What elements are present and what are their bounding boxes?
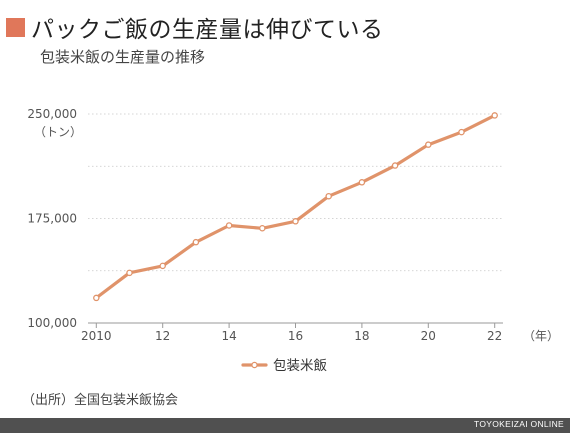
data-point xyxy=(491,112,498,119)
data-point xyxy=(126,269,133,277)
y-tick-label: 100,000 xyxy=(27,316,77,330)
y-tick-label: 175,000 xyxy=(27,212,77,226)
data-point xyxy=(358,179,366,186)
legend-label: 包装米飯 xyxy=(273,358,327,374)
x-tick-label: 18 xyxy=(354,329,369,343)
data-point xyxy=(159,262,166,270)
title-row: パックご飯の生産量は伸びている xyxy=(6,10,384,44)
x-axis-unit: （年） xyxy=(523,329,559,343)
data-point xyxy=(225,222,233,229)
x-tick-label: 16 xyxy=(288,329,303,343)
page-title: パックご飯の生産量は伸びている xyxy=(31,17,384,43)
x-tick-label: 14 xyxy=(221,329,236,343)
data-point xyxy=(325,192,332,200)
y-axis-unit: （トン） xyxy=(34,125,82,139)
x-tick-label: 2010 xyxy=(81,329,112,343)
x-tick-label: 20 xyxy=(421,329,436,343)
publisher-logo-text: TOYOKEIZAI ONLINE xyxy=(474,419,564,429)
source-note: （出所）全国包装米飯協会 xyxy=(22,393,179,408)
chart-subtitle: 包装米飯の生産量の推移 xyxy=(40,48,206,66)
footer-bar: TOYOKEIZAI ONLINE xyxy=(0,418,570,433)
data-point xyxy=(259,225,266,232)
x-tick-label: 22 xyxy=(487,329,502,343)
x-tick-label: 12 xyxy=(155,329,170,343)
data-point xyxy=(192,238,200,246)
title-accent-square xyxy=(6,17,25,37)
data-point xyxy=(292,218,299,225)
data-point xyxy=(93,294,100,302)
legend-marker xyxy=(251,361,258,369)
data-point xyxy=(458,128,465,136)
data-point xyxy=(391,162,399,169)
data-point xyxy=(425,141,432,148)
y-tick-label: 250,000 xyxy=(27,107,77,121)
